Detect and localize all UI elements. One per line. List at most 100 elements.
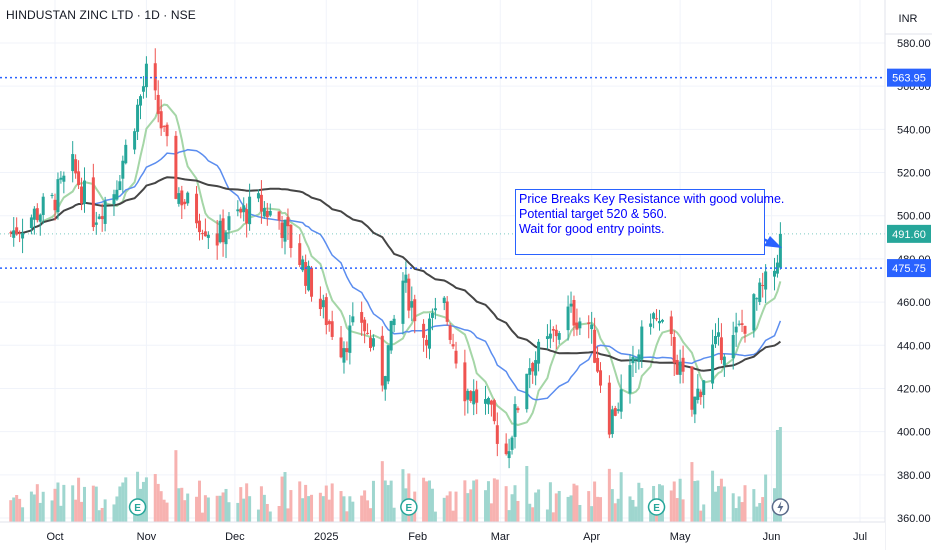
candle-body[interactable] [737,323,741,325]
candle-body[interactable] [722,356,726,366]
candle-body[interactable] [407,278,411,311]
candle-body[interactable] [371,338,375,347]
plot-area[interactable] [0,0,885,522]
candle-body[interactable] [159,111,163,129]
candle-body[interactable] [716,332,720,337]
candle-body[interactable] [401,280,405,324]
candle-body[interactable] [507,451,511,459]
candle-body[interactable] [495,425,499,444]
candle-body[interactable] [224,232,228,245]
candle-body[interactable] [200,233,204,235]
candle-body[interactable] [286,217,290,227]
candle-body[interactable] [551,329,555,331]
candle-body[interactable] [599,370,603,386]
candle-body[interactable] [631,356,635,364]
candle-body[interactable] [681,357,685,372]
candle-body[interactable] [655,318,659,320]
candle-body[interactable] [572,299,576,326]
candle-body[interactable] [265,210,269,218]
candle-body[interactable] [330,321,334,337]
candle-body[interactable] [678,362,682,375]
candle-body[interactable] [206,234,210,238]
candle-body[interactable] [348,325,352,353]
earnings-icon[interactable] [647,498,666,516]
candle-body[interactable] [743,325,747,334]
candle-body[interactable] [248,196,252,225]
candle-body[interactable] [380,335,384,386]
candle-body[interactable] [469,391,473,402]
candle-body[interactable] [77,171,81,186]
candle-body[interactable] [731,335,735,359]
candle-body[interactable] [41,196,45,215]
candle-body[interactable] [613,408,617,416]
candle-body[interactable] [528,368,532,375]
candle-body[interactable] [141,86,145,92]
candle-body[interactable] [554,329,558,337]
candle-body[interactable] [693,396,697,415]
candle-body[interactable] [696,388,700,400]
candle-body[interactable] [596,357,600,372]
candle-body[interactable] [628,365,632,394]
candle-body[interactable] [174,135,178,199]
candle-body[interactable] [711,344,715,384]
candle-body[interactable] [321,300,325,308]
candle-body[interactable] [56,179,60,213]
candle-body[interactable] [245,209,249,224]
candle-body[interactable] [304,262,308,286]
candle-body[interactable] [94,222,98,225]
candle-body[interactable] [318,298,322,310]
candle-body[interactable] [587,322,591,325]
candle-body[interactable] [221,218,225,243]
candle-body[interactable] [578,321,582,329]
candle-body[interactable] [177,193,181,204]
candle-body[interactable] [484,399,488,404]
candle-body[interactable] [442,297,446,304]
candle-body[interactable] [475,389,479,403]
candle-body[interactable] [195,193,199,224]
candle-body[interactable] [136,104,140,132]
candle-body[interactable] [425,339,429,346]
candle-body[interactable] [256,193,260,199]
candle-body[interactable] [652,313,656,319]
candle-body[interactable] [369,337,373,348]
candle-body[interactable] [18,232,22,234]
candle-body[interactable] [489,400,493,405]
candle-body[interactable] [531,363,535,372]
candle-body[interactable] [342,348,346,363]
candle-body[interactable] [616,409,620,411]
candle-body[interactable] [239,208,243,213]
candle-body[interactable] [9,232,13,234]
candle-body[interactable] [97,216,101,219]
candle-body[interactable] [12,230,16,238]
annotation-box[interactable]: Price Breaks Key Resistance with good vo… [515,189,784,255]
candle-body[interactable] [339,337,343,358]
candle-body[interactable] [383,376,387,390]
candle-body[interactable] [218,220,222,243]
candle-body[interactable] [516,408,520,411]
candle-body[interactable] [21,232,25,239]
candle-body[interactable] [534,360,538,376]
candle-body[interactable] [451,344,455,347]
candle-body[interactable] [103,201,107,224]
candle-body[interactable] [71,154,75,172]
candle-body[interactable] [566,306,570,331]
candle-body[interactable] [80,186,84,204]
candle-body[interactable] [133,131,137,150]
candle-body[interactable] [197,220,201,233]
candle-body[interactable] [236,209,240,212]
candle-body[interactable] [719,337,723,361]
candle-body[interactable] [590,324,594,330]
candle-body[interactable] [139,96,143,106]
candle-body[interactable] [510,437,514,450]
candle-body[interactable] [575,322,579,330]
candle-body[interactable] [203,231,207,237]
candle-body[interactable] [289,224,293,249]
candle-body[interactable] [445,301,449,322]
candle-body[interactable] [463,362,467,402]
candle-body[interactable] [410,301,414,308]
candle-body[interactable] [363,319,367,332]
candle-body[interactable] [324,297,328,326]
candle-body[interactable] [38,214,42,222]
candle-body[interactable] [714,336,718,345]
